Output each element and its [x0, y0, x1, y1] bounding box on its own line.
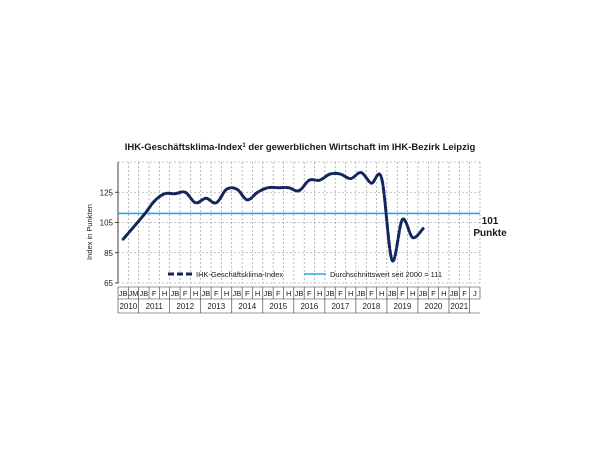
x-period-label: JB — [171, 289, 180, 298]
x-axis-table: JB JM JB F H JB F H JB F H JB F H JB F H JB F H JB F H JB F H JB F H… — [117, 286, 481, 314]
y-tick-label: 65 — [104, 279, 113, 288]
x-period-label: JB — [139, 289, 148, 298]
x-period-label: JM — [129, 289, 139, 298]
annotation-value: 101 — [482, 216, 499, 227]
x-period-label: JB — [326, 289, 335, 298]
x-period-label: F — [214, 289, 219, 298]
x-period-label: JB — [388, 289, 397, 298]
x-year-label: 2014 — [238, 302, 256, 311]
x-period-label: H — [224, 289, 229, 298]
x-period-label: F — [183, 289, 188, 298]
grid-lines — [117, 161, 481, 284]
x-period-label: JB — [233, 289, 242, 298]
x-year-label: 2021 — [450, 302, 468, 311]
x-period-label: H — [286, 289, 291, 298]
x-period-label: F — [276, 289, 281, 298]
annotation-unit: Punkte — [473, 228, 507, 239]
x-period-label: JB — [450, 289, 459, 298]
x-period-label: F — [152, 289, 157, 298]
x-period-label: F — [400, 289, 405, 298]
x-period-label: F — [431, 289, 436, 298]
y-axis-label: Index in Punkten — [85, 204, 94, 260]
x-period-label: J — [473, 289, 477, 298]
x-year-label: 2011 — [146, 302, 164, 311]
legend-label-index: IHK-Geschäftsklima-Index — [196, 270, 283, 279]
y-axis: 65 85 105 125 — [100, 162, 119, 288]
x-period-label: H — [441, 289, 446, 298]
x-period-label: JB — [419, 289, 428, 298]
series-line-index — [121, 171, 425, 263]
x-year-label: 2017 — [331, 302, 349, 311]
x-period-label: JB — [357, 289, 366, 298]
x-period-label: H — [317, 289, 322, 298]
x-year-label: 2019 — [394, 302, 412, 311]
x-period-label: H — [193, 289, 198, 298]
y-tick-label: 85 — [104, 249, 113, 258]
x-year-label: 2018 — [363, 302, 381, 311]
x-period-label: F — [462, 289, 467, 298]
x-period-label: F — [369, 289, 374, 298]
chart-title: IHK-Geschäftsklima-Index1 der gewerblich… — [125, 142, 476, 153]
x-period-label: H — [379, 289, 384, 298]
x-period-label: H — [255, 289, 260, 298]
series-layer — [121, 171, 425, 263]
x-year-label: 2016 — [300, 302, 318, 311]
x-period-label: JB — [295, 289, 304, 298]
x-year-label: 2012 — [176, 302, 194, 311]
legend-label-average: Durchschnittswert seit 2000 = 111 — [330, 270, 442, 279]
x-period-label: F — [338, 289, 343, 298]
x-period-label: F — [307, 289, 312, 298]
x-year-label: 2015 — [269, 302, 287, 311]
x-year-label: 2020 — [425, 302, 443, 311]
y-tick-label: 105 — [100, 219, 114, 228]
x-period-label: H — [348, 289, 353, 298]
x-period-label: JB — [264, 289, 273, 298]
x-year-label: 2010 — [119, 302, 137, 311]
y-tick-label: 125 — [100, 188, 114, 197]
x-year-label: 2013 — [207, 302, 225, 311]
x-period-label: F — [245, 289, 250, 298]
x-period-label: H — [162, 289, 167, 298]
x-period-label: JB — [119, 289, 128, 298]
legend: IHK-Geschäftsklima-Index Durchschnittswe… — [168, 270, 442, 279]
x-period-label: JB — [202, 289, 211, 298]
end-value-annotation: 101 Punkte — [473, 216, 507, 239]
x-period-label: H — [410, 289, 415, 298]
